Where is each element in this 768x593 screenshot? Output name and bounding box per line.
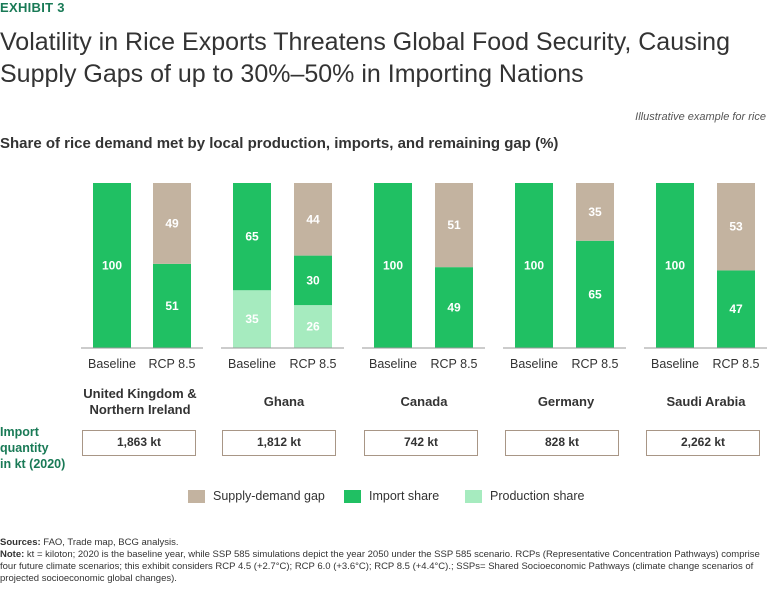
- bar-value-label: 53: [729, 220, 743, 234]
- bar-value-label: 26: [306, 320, 320, 334]
- bar-import-segment: [93, 183, 131, 348]
- bar-value-label: 100: [383, 259, 403, 273]
- bar-import-segment: [576, 240, 614, 348]
- bar-value-label: 35: [588, 205, 602, 219]
- bar-value-label: 47: [729, 302, 743, 316]
- import-label-line3: in kt (2020): [0, 457, 66, 471]
- sources-text: FAO, Trade map, BCG analysis.: [40, 537, 179, 548]
- country-label-ghana: Ghana: [263, 394, 305, 409]
- legend-import-swatch: [344, 489, 361, 503]
- country-label-uk: United Kingdom & Northern Ireland: [70, 386, 210, 418]
- scenario-tick-label: RCP 8.5: [571, 357, 618, 371]
- bar-gap-segment: [717, 183, 755, 271]
- note-label: Note:: [0, 549, 25, 560]
- import-qty-ghana: 1,812 kt: [222, 430, 336, 456]
- bar-gap-segment: [435, 183, 473, 268]
- chart-title: Volatility in Rice Exports Threatens Glo…: [0, 28, 730, 88]
- bar-import-segment: [435, 267, 473, 348]
- bar-value-label: 49: [447, 301, 461, 315]
- bar-value-label: 100: [102, 259, 122, 273]
- country-label-germany: Germany: [537, 394, 595, 409]
- bar-import-segment: [717, 270, 755, 348]
- legend-import-label: Import share: [369, 489, 440, 503]
- bar-gap-segment: [153, 183, 191, 264]
- import-qty-saudi-arabia: 2,262 kt: [646, 430, 760, 456]
- bar-import-segment: [656, 183, 694, 348]
- chart-subtitle: Share of rice demand met by local produc…: [0, 135, 559, 152]
- exhibit-label: EXHIBIT 3: [0, 0, 65, 15]
- illustrative-note: Illustrative example for rice: [635, 111, 766, 123]
- bar-gap-segment: [576, 183, 614, 241]
- bar-gap-segment: [294, 183, 332, 256]
- legend-import: Import share: [344, 489, 439, 503]
- bar-value-label: 65: [588, 287, 602, 301]
- bar-value-label: 30: [306, 273, 320, 287]
- scenario-tick-label: RCP 8.5: [430, 357, 477, 371]
- legend-gap-label: Supply-demand gap: [213, 489, 325, 503]
- bar-production-segment: [294, 305, 332, 348]
- bar-value-label: 49: [165, 216, 179, 230]
- bar-value-label: 51: [165, 299, 179, 313]
- country-label-canada: Canada: [400, 394, 448, 409]
- bar-value-label: 100: [524, 259, 544, 273]
- import-label-line2: quantity: [0, 441, 49, 455]
- scenario-tick-label: Baseline: [228, 357, 276, 371]
- scenario-tick-label: Baseline: [510, 357, 558, 371]
- bar-value-label: 51: [447, 218, 461, 232]
- legend-production-label: Production share: [490, 489, 585, 503]
- country-label-saudi-arabia: Saudi Arabia: [666, 394, 746, 409]
- note-text: kt = kiloton; 2020 is the baseline year,…: [0, 549, 760, 584]
- footer-notes: Sources: FAO, Trade map, BCG analysis. N…: [0, 537, 760, 585]
- bar-value-label: 35: [245, 312, 259, 326]
- bar-import-segment: [515, 183, 553, 348]
- scenario-tick-label: RCP 8.5: [148, 357, 195, 371]
- bar-import-segment: [294, 255, 332, 306]
- scenario-tick-label: Baseline: [369, 357, 417, 371]
- legend-gap: Supply-demand gap: [188, 489, 325, 503]
- scenario-tick-label: RCP 8.5: [289, 357, 336, 371]
- bar-import-segment: [233, 183, 271, 291]
- scenario-tick-label: RCP 8.5: [712, 357, 759, 371]
- note-line: Note: kt = kiloton; 2020 is the baseline…: [0, 549, 760, 585]
- bar-production-segment: [233, 290, 271, 348]
- scenario-tick-label: Baseline: [651, 357, 699, 371]
- bar-value-label: 100: [665, 259, 685, 273]
- import-quantity-label: Import quantity in kt (2020): [0, 424, 65, 472]
- import-qty-uk: 1,863 kt: [82, 430, 196, 456]
- sources-line: Sources: FAO, Trade map, BCG analysis.: [0, 537, 760, 549]
- import-qty-canada: 742 kt: [364, 430, 478, 456]
- bar-value-label: 44: [306, 212, 320, 226]
- legend-production: Production share: [465, 489, 585, 503]
- import-qty-germany: 828 kt: [505, 430, 619, 456]
- scenario-tick-label: Baseline: [88, 357, 136, 371]
- country-name-line2: Northern Ireland: [89, 402, 191, 417]
- bar-import-segment: [374, 183, 412, 348]
- sources-label: Sources:: [0, 537, 41, 548]
- import-label-line1: Import: [0, 425, 39, 439]
- bar-import-segment: [153, 263, 191, 348]
- country-name-line1: United Kingdom &: [83, 386, 197, 401]
- bar-value-label: 65: [245, 230, 259, 244]
- legend-production-swatch: [465, 489, 482, 503]
- legend-gap-swatch: [188, 489, 205, 503]
